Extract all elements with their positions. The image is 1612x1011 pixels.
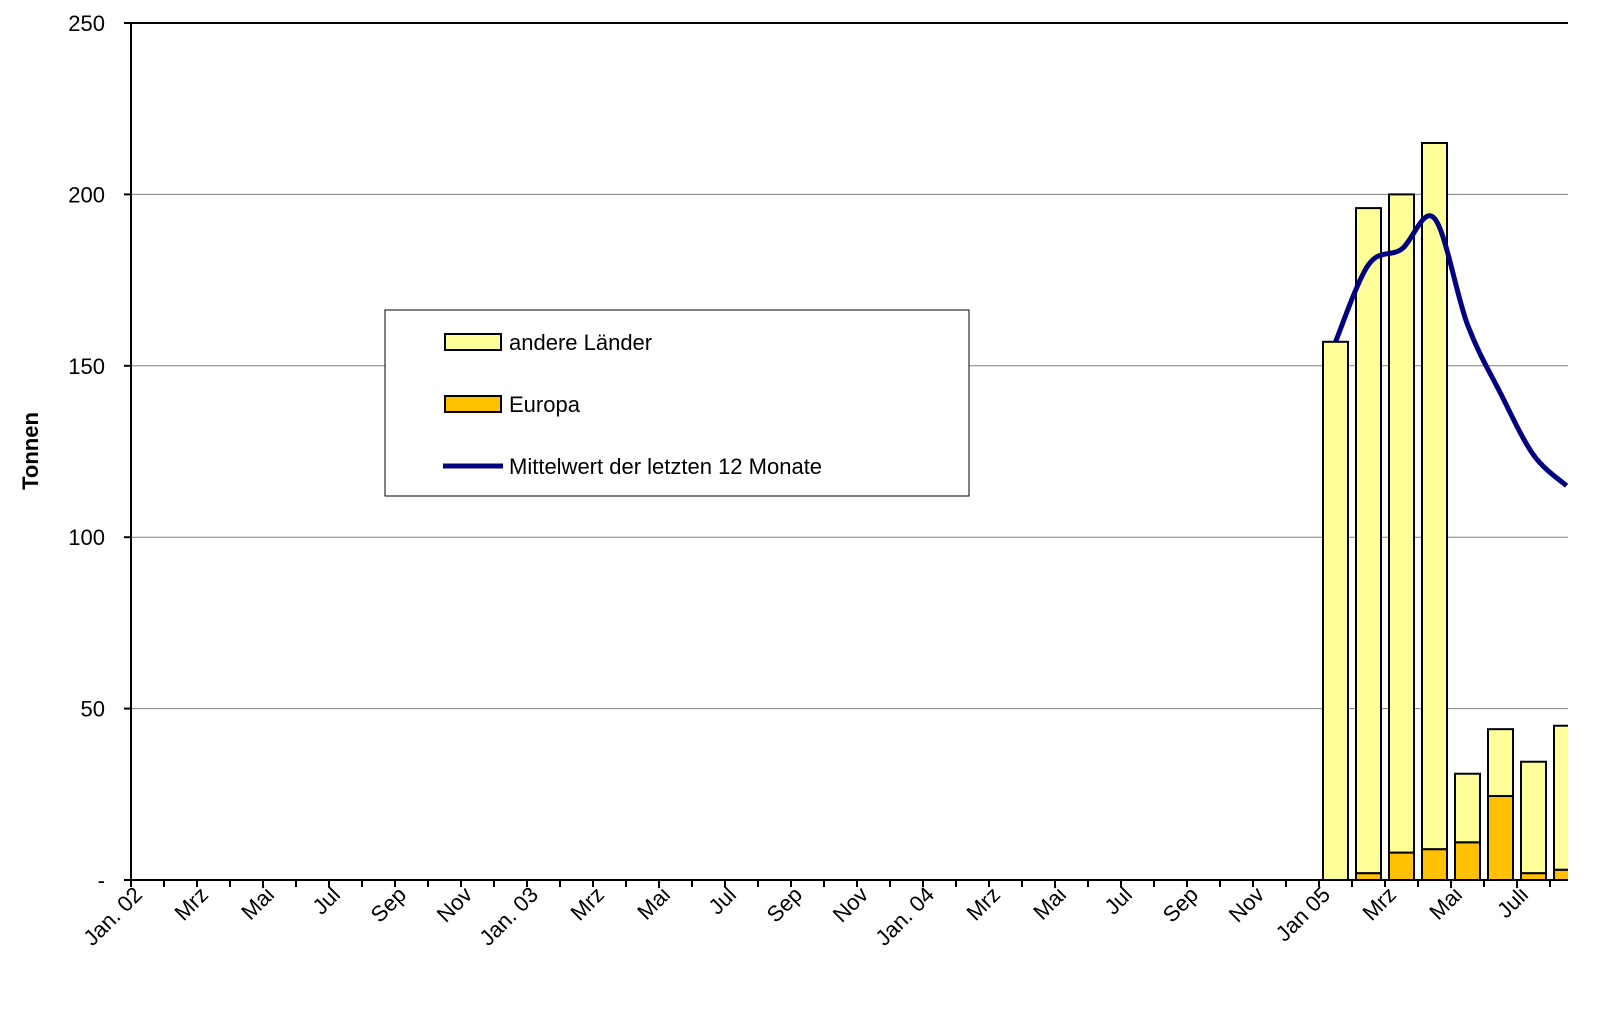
bar [1454,772,1481,844]
x-tick-label: Jul [703,882,741,920]
y-tick-label: - [98,868,105,893]
line [1333,213,1568,488]
x-tick-label: Mai [1424,882,1467,925]
legend: andere Länder Europa Mittelwert der letzte… [384,309,970,497]
bar [1355,207,1382,875]
legend-label: Mittelwert der letzten 12 Monate [509,454,822,479]
bar [1520,872,1547,881]
legend-label: Europa [509,392,581,417]
x-tick-label: Jan. 03 [474,882,543,951]
x-tick-label: Nov [432,882,477,927]
bar [1388,193,1415,854]
y-tick-label: 200 [68,182,105,207]
legend-swatch [444,395,502,413]
bar [1454,841,1481,881]
y-tick-label: 150 [68,354,105,379]
bar [1553,724,1568,871]
x-tick-label: Jan. 04 [870,882,939,951]
x-tick-label: Mai [236,882,279,925]
y-tick-label: 250 [68,11,105,36]
x-tick-label: Mrz [1357,882,1401,926]
bar [1520,760,1547,875]
x-tick-label: Juli [1492,882,1533,923]
x-tick-label: Sep [762,882,807,927]
x-tick-label: Mai [1028,882,1071,925]
x-tick-label: Jul [1099,882,1137,920]
x-tick-label: Mai [632,882,675,925]
bar [1322,340,1349,881]
y-axis-title: Tonnen [18,412,43,490]
legend-swatch [444,333,502,351]
bar [1388,851,1415,881]
x-tick-label: Jan 05 [1271,882,1335,946]
legend-label: andere Länder [509,330,652,355]
x-tick-label: Sep [1158,882,1203,927]
bar [1355,872,1382,881]
x-tick-label: Mrz [169,882,213,926]
bar [1553,868,1568,882]
x-tick-label: Mrz [961,882,1005,926]
x-tick-label: Nov [1224,882,1269,927]
bar [1421,141,1448,851]
x-tick-label: Nov [828,882,873,927]
bar [1487,728,1514,798]
x-tick-label: Mrz [565,882,609,926]
x-tick-label: Sep [366,882,411,927]
x-tick-label: Jul [307,882,345,920]
x-tick-label: Jan. 02 [78,882,147,951]
bar [1487,795,1514,881]
bar [1421,848,1448,882]
y-tick-label: 50 [81,697,105,722]
y-tick-label: 100 [68,525,105,550]
